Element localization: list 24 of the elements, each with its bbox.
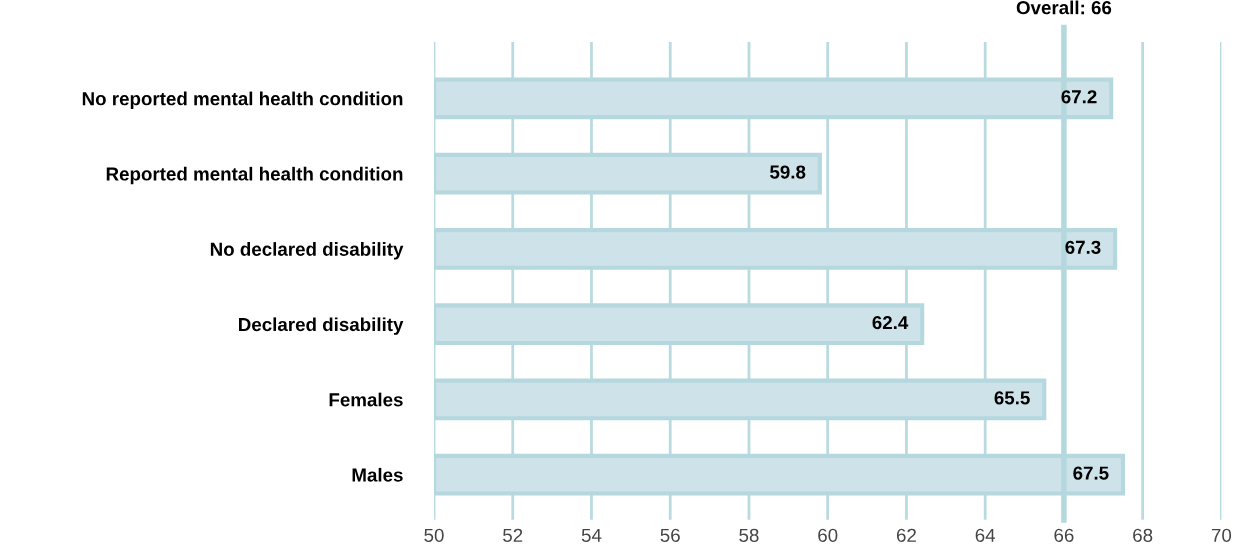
y-tick-label: Males <box>352 467 403 482</box>
data-label: 67.5 <box>1073 466 1109 480</box>
x-tick-label: 58 <box>739 528 759 542</box>
y-tick-label: No reported mental health condition <box>82 91 403 110</box>
x-tick-label: 66 <box>1054 528 1074 542</box>
y-tick-label: No declared disability <box>210 242 404 260</box>
data-label: 62.4 <box>872 315 909 330</box>
data-label: 65.5 <box>994 391 1030 405</box>
data-label: 67.2 <box>1061 90 1097 104</box>
x-tick-label: 68 <box>1133 528 1153 542</box>
x-tick-label: 62 <box>896 528 916 542</box>
x-tick-label: 70 <box>1211 528 1232 542</box>
x-tick-label: 52 <box>503 528 523 542</box>
data-label: 59.8 <box>770 165 806 179</box>
x-tick-label: 64 <box>975 528 996 542</box>
y-tick-label: Declared disability <box>239 317 404 335</box>
y-tick-label: Females <box>329 392 403 407</box>
x-tick-label: 60 <box>818 528 838 542</box>
y-tick-label: Reported mental health condition <box>106 166 403 185</box>
data-label: 67.3 <box>1065 240 1101 254</box>
x-tick-label: 56 <box>660 528 680 542</box>
ref-line-label: Overall: 66 <box>1016 0 1112 15</box>
x-tick-label: 50 <box>424 528 444 542</box>
x-tick-label: 54 <box>581 528 602 542</box>
